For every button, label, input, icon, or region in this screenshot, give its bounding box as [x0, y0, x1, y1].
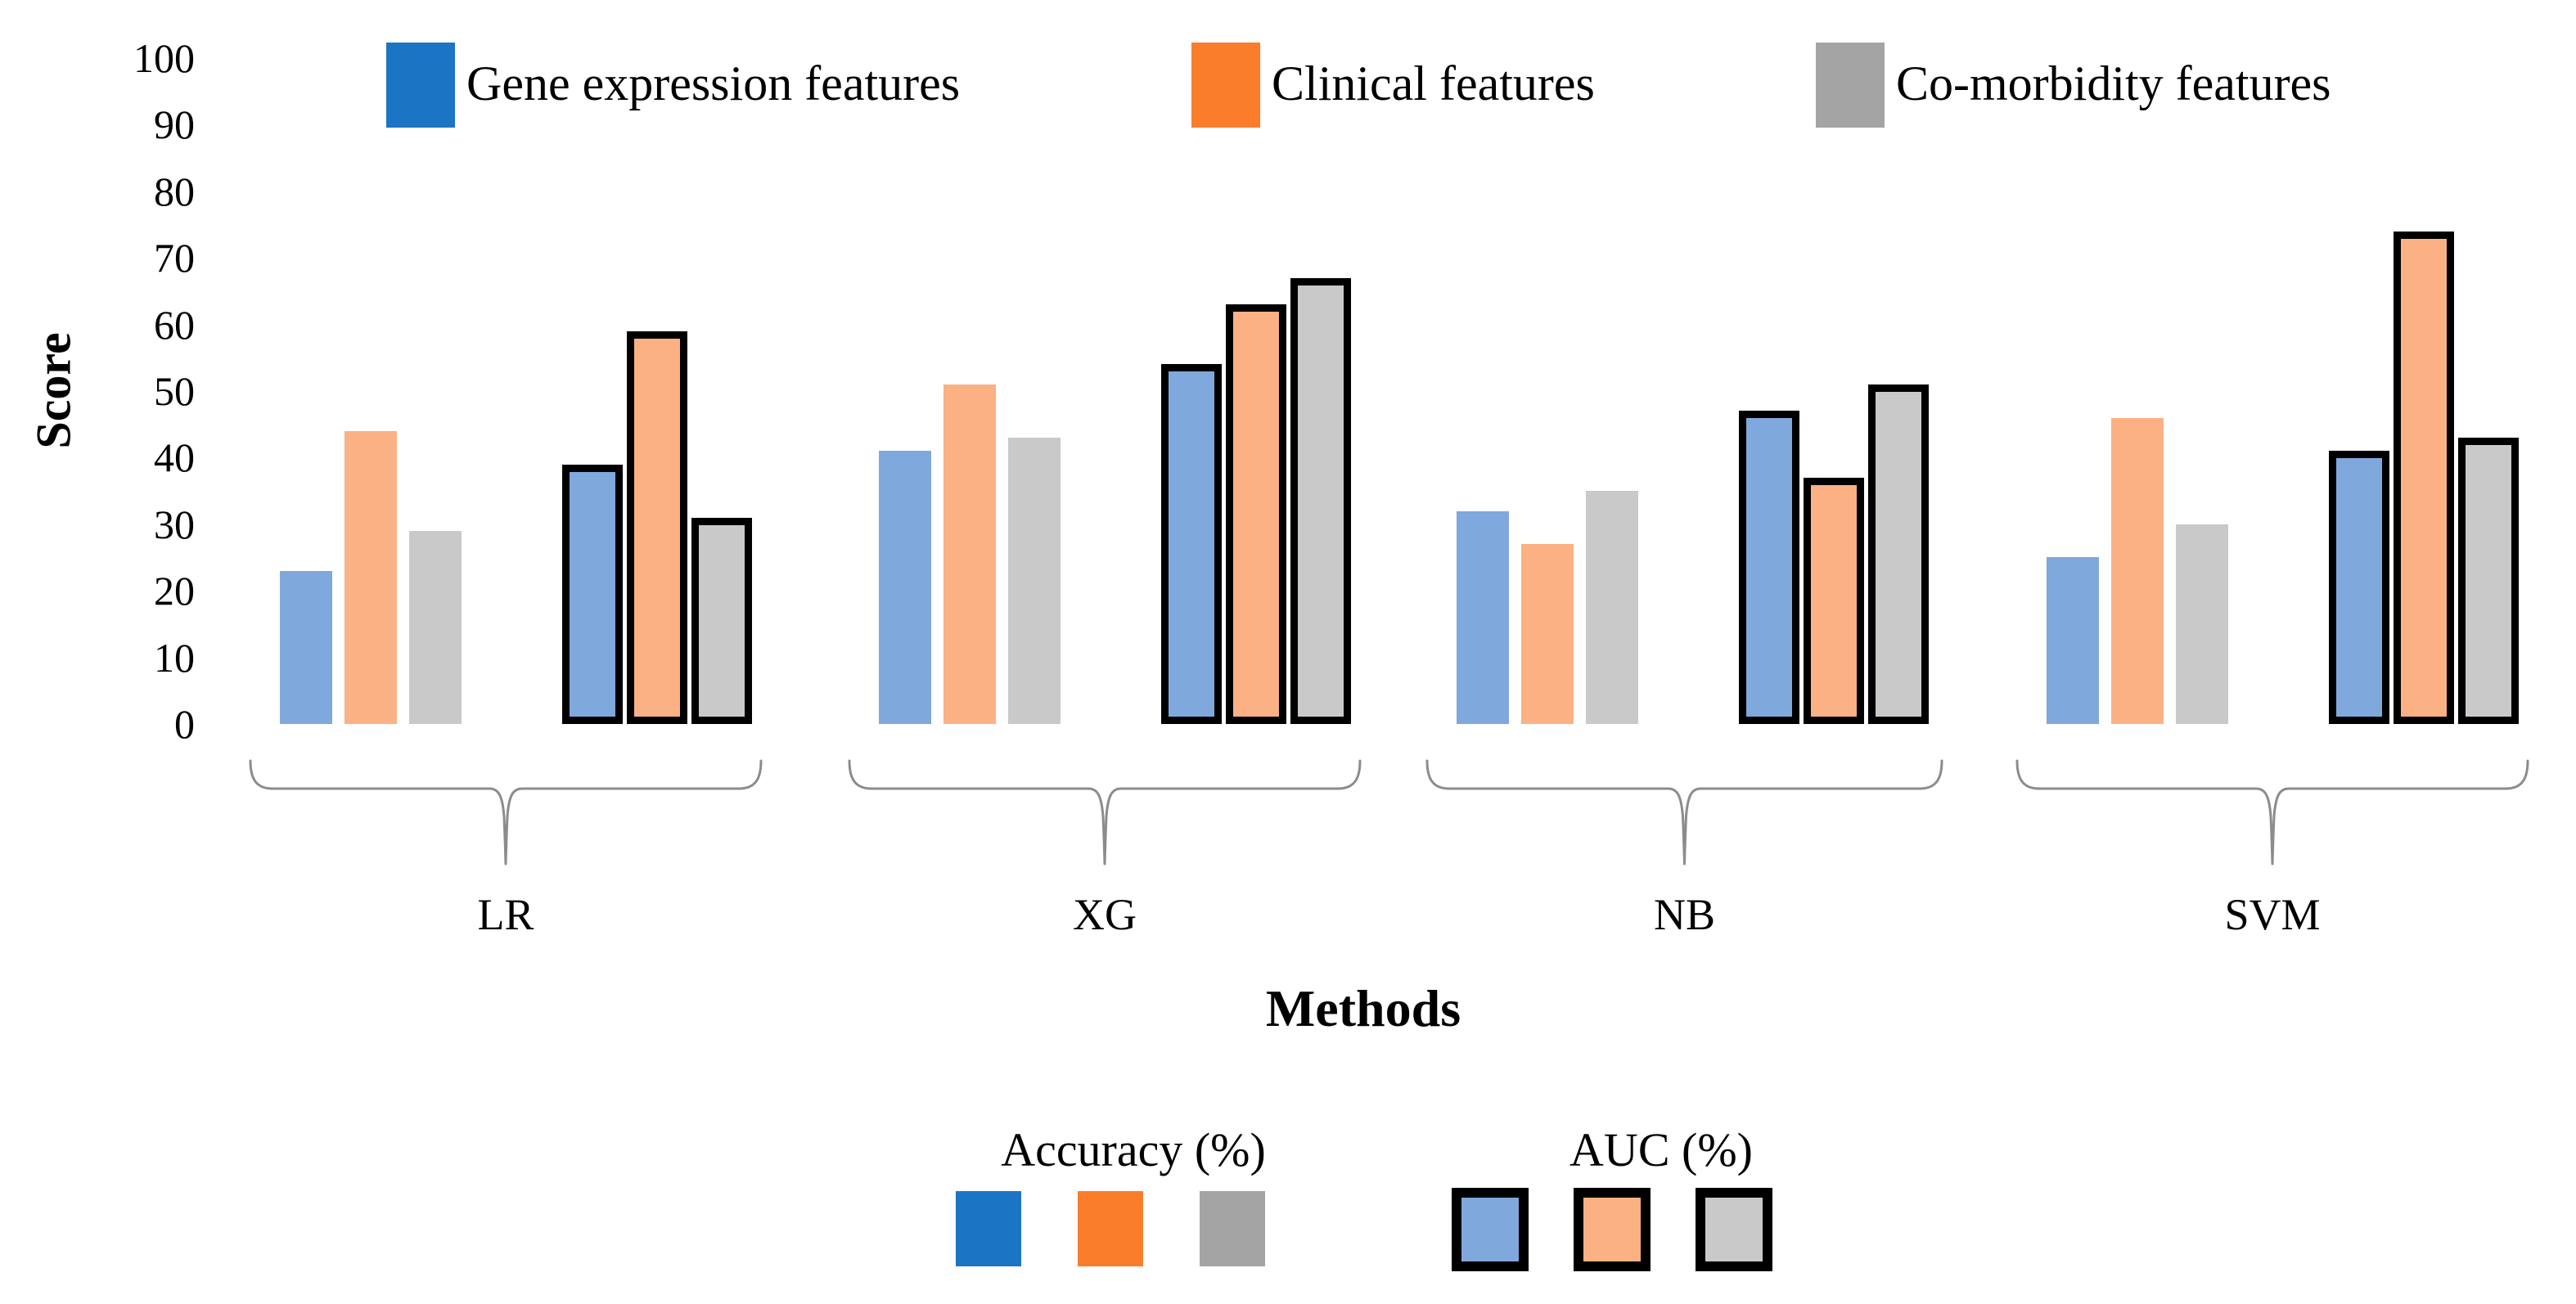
gene-expression-swatch	[386, 43, 455, 128]
y-tick-10: 10	[154, 634, 195, 681]
brace-svm	[2015, 759, 2529, 866]
bar-auc-co-morbidity-features-svm	[2458, 438, 2519, 724]
y-tick-90: 90	[154, 101, 195, 148]
auc-blue-swatch	[1452, 1188, 1529, 1271]
legend-label-co-morbidity: Co-morbidity features	[1896, 56, 2331, 111]
bar-accuracy-clinical-features-xg	[943, 384, 996, 724]
bar-auc-co-morbidity-features-xg	[1290, 278, 1351, 724]
method-label-xg: XG	[1073, 890, 1137, 939]
bar-accuracy-co-morbidity-features-lr	[409, 531, 462, 724]
bar-accuracy-clinical-features-nb	[1521, 544, 1574, 724]
bar-auc-gene-expression-features-svm	[2329, 451, 2389, 724]
legend-label-gene-expression: Gene expression features	[466, 56, 961, 111]
co-morbidity-swatch	[1816, 43, 1885, 128]
bar-auc-clinical-features-lr	[627, 331, 687, 724]
bar-auc-clinical-features-nb	[1804, 478, 1864, 724]
bar-accuracy-co-morbidity-features-xg	[1008, 438, 1061, 724]
accuracy-gray-swatch	[1200, 1191, 1265, 1266]
y-tick-0: 0	[174, 701, 195, 747]
y-tick-100: 100	[133, 35, 195, 81]
bar-accuracy-clinical-features-svm	[2111, 418, 2164, 724]
y-tick-60: 60	[154, 301, 195, 348]
method-label-lr: LR	[477, 890, 534, 939]
bar-accuracy-clinical-features-lr	[345, 431, 397, 724]
bar-accuracy-gene-expression-features-svm	[2047, 557, 2099, 724]
y-tick-70: 70	[154, 235, 195, 281]
auc-legend-title: AUC (%)	[1569, 1123, 1753, 1176]
bar-auc-gene-expression-features-xg	[1161, 364, 1222, 724]
brace-lr	[249, 759, 763, 866]
brace-nb	[1425, 759, 1943, 866]
accuracy-orange-swatch	[1078, 1191, 1143, 1266]
accuracy-blue-swatch	[956, 1191, 1021, 1266]
y-tick-30: 30	[154, 501, 195, 547]
bar-accuracy-co-morbidity-features-svm	[2176, 524, 2228, 724]
bar-accuracy-gene-expression-features-lr	[280, 571, 332, 724]
brace-xg	[848, 759, 1362, 866]
bar-auc-co-morbidity-features-lr	[691, 518, 752, 724]
y-tick-50: 50	[154, 368, 195, 414]
bar-auc-co-morbidity-features-nb	[1868, 384, 1929, 724]
y-tick-40: 40	[154, 434, 195, 481]
accuracy-legend-title: Accuracy (%)	[1001, 1123, 1266, 1176]
bar-auc-clinical-features-xg	[1226, 304, 1286, 724]
bar-accuracy-gene-expression-features-nb	[1457, 511, 1509, 724]
y-tick-80: 80	[154, 168, 195, 214]
method-label-svm: SVM	[2224, 890, 2321, 939]
bar-accuracy-co-morbidity-features-nb	[1586, 491, 1638, 724]
clinical-swatch	[1191, 43, 1260, 128]
method-label-nb: NB	[1653, 890, 1715, 939]
auc-gray-swatch	[1696, 1188, 1772, 1271]
bar-auc-gene-expression-features-nb	[1739, 411, 1799, 724]
auc-orange-swatch	[1574, 1188, 1651, 1271]
bar-auc-clinical-features-svm	[2394, 232, 2454, 724]
bar-accuracy-gene-expression-features-xg	[879, 451, 931, 724]
x-axis-title: Methods	[1265, 979, 1461, 1037]
legend-label-clinical: Clinical features	[1272, 56, 1595, 111]
y-tick-20: 20	[154, 568, 195, 614]
bar-auc-gene-expression-features-lr	[562, 465, 623, 724]
